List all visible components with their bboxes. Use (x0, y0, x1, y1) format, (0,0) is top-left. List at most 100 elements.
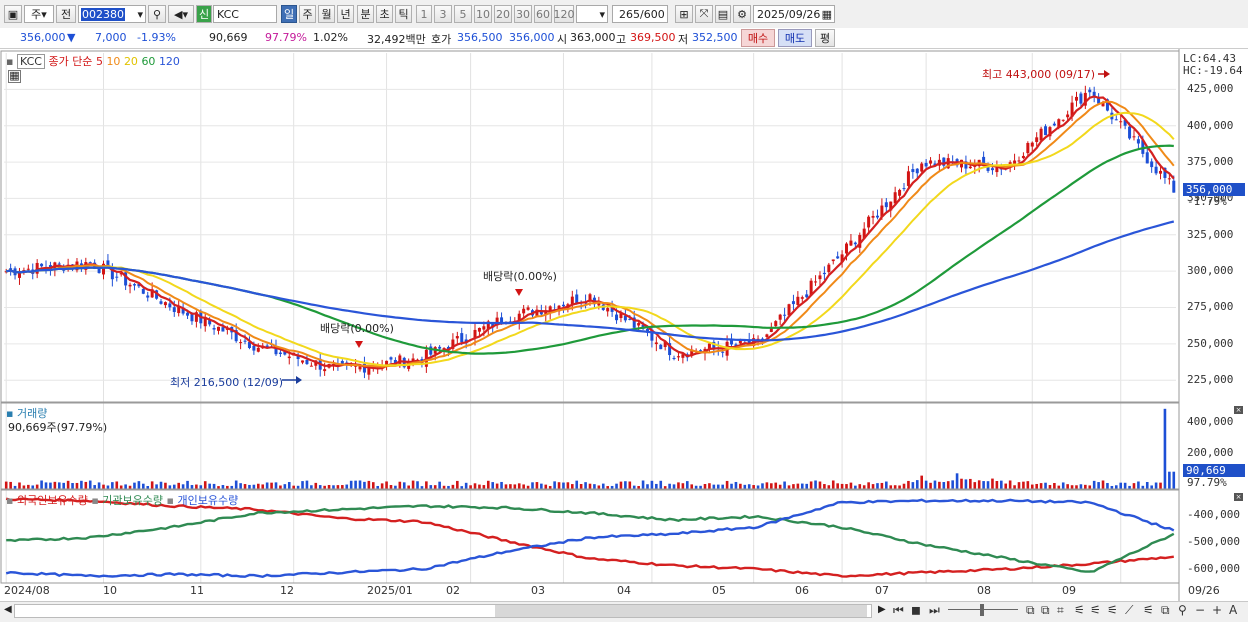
price-y-tick: 250,000 (1187, 336, 1234, 350)
candle-body (1079, 93, 1083, 104)
x-label-2025-01: 2025/01 (367, 584, 413, 597)
play-icon[interactable]: ◼ (911, 603, 921, 617)
period-day-button[interactable]: 일 (281, 5, 297, 23)
interval-10-button[interactable]: 10 (474, 5, 492, 23)
zoom-slider[interactable] (948, 604, 1018, 616)
candle-body (1017, 160, 1021, 162)
period-second-button[interactable]: 초 (376, 5, 393, 23)
chart-area[interactable] (0, 49, 1248, 601)
volume-bar (429, 485, 433, 489)
zoom-slider-handle[interactable] (980, 604, 984, 616)
zoom-in-icon[interactable]: + (1212, 603, 1223, 617)
volume-bar (898, 485, 901, 489)
period-tick-button[interactable]: 틱 (395, 5, 412, 23)
interval-20-button[interactable]: 20 (494, 5, 512, 23)
volume-title: ▪ 거래량 (6, 407, 48, 420)
volume-bar (1048, 485, 1052, 489)
gear-icon[interactable]: ⚙ (733, 5, 751, 23)
candle-body (102, 263, 106, 275)
volume-bar (1101, 480, 1105, 489)
interval-1-button[interactable]: 1 (416, 5, 432, 23)
period-month-button[interactable]: 월 (318, 5, 335, 23)
volume-bar (641, 480, 645, 489)
rewind-icon[interactable]: ⏮ (893, 603, 904, 617)
tool-icon[interactable]: ⧉ (1161, 603, 1170, 617)
tool-icon[interactable]: ⧉ (1041, 603, 1050, 617)
mode-button[interactable]: 전 (56, 5, 76, 23)
date-field[interactable]: 2025/09/26 ▦ (753, 5, 835, 23)
candle-body (924, 162, 928, 167)
candle-body (765, 334, 769, 337)
candle-body (1083, 92, 1087, 106)
search-icon[interactable]: ⚲ (148, 5, 166, 23)
zoom-out-icon[interactable]: − (1195, 603, 1206, 617)
tool-icon[interactable]: ⚟ (1107, 603, 1118, 617)
volume-bar (464, 482, 468, 489)
volume-bar (628, 481, 632, 489)
scroll-right-icon[interactable]: ▶ (878, 604, 886, 615)
interval-60-button[interactable]: 60 (534, 5, 552, 23)
volume-bar (893, 485, 897, 489)
fast-forward-icon[interactable]: ⏭ (929, 603, 940, 617)
volume-bar (31, 485, 35, 489)
panel-frame (0, 50, 1180, 403)
interval-30-button[interactable]: 30 (514, 5, 532, 23)
zoom-icon[interactable]: ⊞ (675, 5, 693, 23)
candle-body (906, 171, 910, 186)
volume-bar (111, 482, 114, 489)
table-icon[interactable]: ▦ (8, 69, 21, 83)
volume-bar (823, 484, 826, 489)
period-year-button[interactable]: 년 (337, 5, 354, 23)
volume-bar (1061, 482, 1065, 489)
tool-icon[interactable]: ⚟ (1074, 603, 1085, 617)
volume-bar (217, 486, 220, 489)
volume-bar (367, 480, 371, 489)
scrollbar-thumb[interactable] (495, 605, 867, 617)
count-field[interactable]: 265/600 (612, 5, 668, 23)
candle-body (1013, 160, 1017, 165)
tool-icon[interactable]: ⌗ (1057, 603, 1064, 617)
volume-bar (345, 484, 349, 489)
volume-bar (128, 485, 132, 489)
volume-bar (447, 485, 450, 489)
ma-line-20 (6, 111, 1175, 367)
layout-icon[interactable]: ▣ (4, 5, 22, 23)
interval-5-button[interactable]: 5 (454, 5, 472, 23)
grip-icon: ▪ (91, 494, 99, 507)
period-week-button[interactable]: 주 (299, 5, 316, 23)
candle-body (539, 311, 543, 315)
tool-icon[interactable]: ⟋ (1125, 603, 1134, 617)
scrollbar-track[interactable] (14, 604, 872, 618)
volume-bar (358, 480, 362, 489)
volume-tag: 90,669 (1183, 464, 1245, 477)
sell-button[interactable]: 매도 (778, 29, 812, 47)
stock-name-field[interactable]: KCC (213, 5, 277, 23)
text-size-icon[interactable]: A (1229, 603, 1238, 617)
sound-icon[interactable]: ◀▾ (168, 5, 194, 23)
candle-body (911, 169, 915, 173)
crosshair-icon[interactable]: ⤧ (695, 5, 713, 23)
tool-icon[interactable]: ⧉ (1026, 603, 1035, 617)
code-input[interactable]: 002380 ▾ (78, 5, 146, 23)
close-icon[interactable]: × (1234, 406, 1243, 414)
tool-icon[interactable]: ⚟ (1143, 603, 1154, 617)
candle-body (177, 305, 181, 314)
avg-button[interactable]: 평 (815, 29, 835, 47)
interval-120-button[interactable]: 120 (554, 5, 575, 23)
buy-button[interactable]: 매수 (741, 29, 775, 47)
tool-icon[interactable]: ⚟ (1090, 603, 1101, 617)
price-y-tick: 375,000 (1187, 155, 1234, 169)
volume-bar (18, 482, 21, 489)
candle-body (1070, 102, 1074, 117)
volume-bar (172, 484, 176, 489)
scroll-left-icon[interactable]: ◀ (4, 604, 12, 615)
close-icon[interactable]: × (1234, 493, 1243, 501)
candle-body (385, 360, 389, 365)
interval-3-button[interactable]: 3 (434, 5, 452, 23)
volume-bar (49, 482, 52, 489)
period-minute-button[interactable]: 분 (357, 5, 374, 23)
save-icon[interactable]: ▤ (715, 5, 731, 23)
search-icon[interactable]: ⚲ (1178, 603, 1187, 617)
market-select[interactable]: 주 ▾ (24, 5, 54, 23)
interval-select[interactable]: ▾ (576, 5, 608, 23)
